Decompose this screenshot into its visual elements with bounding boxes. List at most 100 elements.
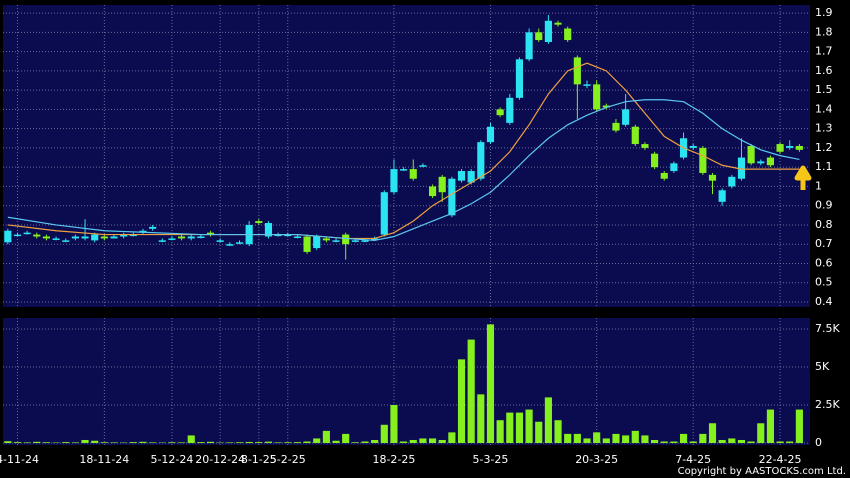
- y-tick-label: 0: [815, 436, 822, 449]
- candle-body: [342, 234, 350, 245]
- candle-body: [535, 32, 543, 41]
- volume-bar: [371, 439, 379, 444]
- volume-bar: [390, 404, 398, 444]
- volume-bar: [708, 423, 717, 444]
- y-tick-label: 0.6: [815, 256, 833, 269]
- volume-bar: [506, 412, 514, 444]
- candle-body: [651, 153, 659, 168]
- candle-body: [699, 147, 707, 173]
- volume-bar: [187, 435, 195, 444]
- candle-body: [506, 97, 514, 123]
- candle-body: [303, 236, 311, 252]
- volume-panel: [3, 318, 810, 445]
- volume-bar: [457, 359, 466, 444]
- volume-bar: [33, 441, 41, 444]
- candle-body: [52, 238, 60, 240]
- candle-body: [284, 234, 292, 237]
- volume-bar: [235, 442, 244, 444]
- volume-bar: [622, 435, 630, 444]
- volume-bar: [467, 339, 475, 444]
- candle-body: [409, 169, 417, 179]
- x-tick-label: 4-11-24: [0, 453, 39, 466]
- x-tick-label: 5-2-25: [270, 453, 306, 466]
- volume-bar: [293, 442, 301, 444]
- y-tick-label: 1.6: [815, 64, 833, 77]
- volume-bar: [178, 442, 186, 444]
- candle-body: [757, 161, 765, 164]
- volume-bar: [313, 438, 321, 444]
- candle-body: [564, 28, 572, 41]
- volume-bar: [737, 439, 746, 444]
- volume-bar: [776, 441, 784, 444]
- volume-bar: [525, 409, 533, 444]
- candle-body: [776, 144, 784, 152]
- candle-body: [187, 236, 195, 239]
- volume-bar: [699, 433, 707, 444]
- volume-bar: [4, 441, 12, 444]
- candle-body: [158, 240, 166, 242]
- candle-body: [81, 236, 89, 239]
- volume-bar: [515, 412, 524, 444]
- candle-body: [525, 32, 533, 60]
- candle-body: [737, 157, 746, 179]
- volume-bar: [544, 397, 552, 444]
- candle-body: [660, 172, 668, 179]
- y-tick-label: 1.9: [815, 6, 833, 19]
- candle-body: [110, 236, 118, 239]
- candle-body: [380, 192, 388, 235]
- volume-bar: [255, 442, 263, 444]
- volume-bar: [129, 442, 137, 444]
- volume-bar: [274, 442, 282, 444]
- y-tick-label: 5K: [815, 360, 830, 373]
- y-tick-label: 1.8: [815, 25, 833, 38]
- candle-body: [622, 109, 630, 125]
- volume-bar: [91, 440, 99, 444]
- candle-body: [515, 59, 524, 98]
- candle-body: [313, 236, 321, 249]
- arrow-marker: [794, 165, 812, 190]
- candle-body: [197, 236, 205, 239]
- y-tick-label: 0.8: [815, 218, 833, 231]
- candle-body: [477, 142, 485, 179]
- x-tick-label: 22-4-25: [759, 453, 802, 466]
- candle-body: [178, 236, 186, 239]
- candle-body: [766, 157, 774, 166]
- candle-body: [4, 230, 12, 243]
- x-tick-label: 20-12-24: [195, 453, 245, 466]
- volume-bar: [535, 421, 543, 444]
- candle-body: [689, 145, 697, 148]
- candle-body: [544, 20, 552, 42]
- volume-bar: [602, 438, 610, 444]
- volume-bar: [670, 441, 678, 444]
- y-tick-label: 0.4: [815, 295, 833, 308]
- candle-body: [100, 236, 108, 239]
- candle-body: [62, 240, 70, 242]
- volume-bar: [303, 441, 311, 444]
- volume-bar: [206, 441, 215, 444]
- candle-body: [602, 105, 610, 108]
- candle-body: [371, 238, 379, 240]
- candle-body: [226, 244, 234, 246]
- x-tick-label: 8-1-25: [241, 453, 277, 466]
- candle-body: [322, 238, 330, 241]
- candle-body: [274, 234, 282, 237]
- y-tick-label: 1: [815, 179, 822, 192]
- volume-bar: [419, 438, 427, 444]
- volume-bar: [747, 441, 755, 444]
- volume-bar: [100, 442, 108, 444]
- candle-body: [255, 221, 263, 224]
- volume-bar: [486, 324, 495, 444]
- volume-bar: [226, 442, 234, 444]
- candle-body: [351, 240, 359, 242]
- volume-bar: [332, 440, 340, 444]
- candle-body: [496, 109, 504, 116]
- candle-body: [486, 126, 495, 143]
- candle-body: [71, 236, 79, 239]
- candle-body: [728, 176, 736, 187]
- candle-body: [419, 165, 427, 167]
- volume-bar: [438, 439, 446, 444]
- volume-bar: [13, 442, 22, 444]
- volume-bar: [496, 420, 504, 444]
- candle-body: [708, 174, 717, 181]
